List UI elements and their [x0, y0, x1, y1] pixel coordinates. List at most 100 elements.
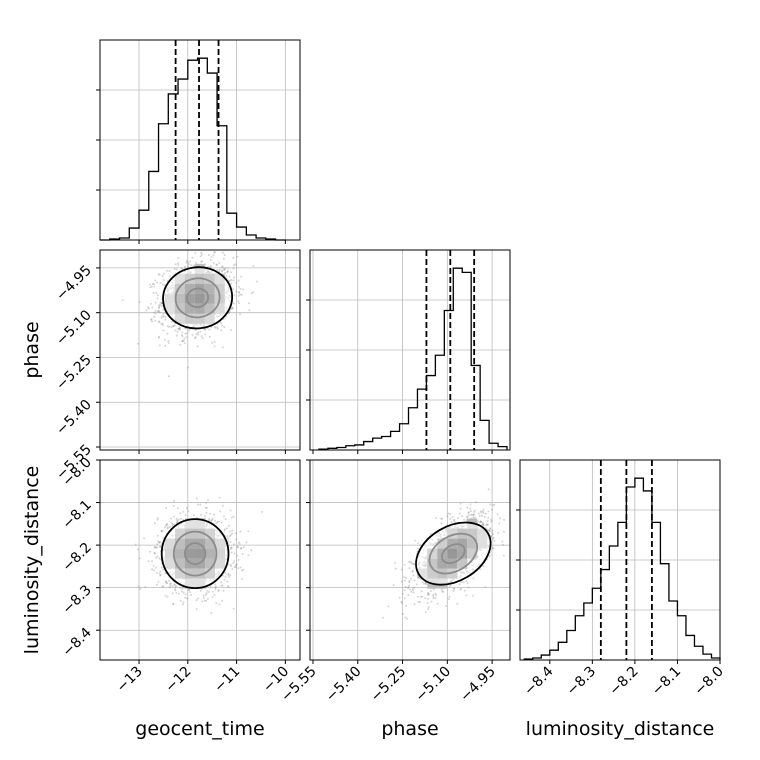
- sample-point: [491, 546, 494, 549]
- sample-point: [482, 565, 485, 568]
- sample-point: [220, 329, 223, 332]
- sample-point: [217, 590, 220, 593]
- sample-point: [492, 537, 495, 539]
- sample-point: [499, 517, 502, 520]
- sample-point: [228, 280, 231, 282]
- sample-point: [237, 291, 240, 294]
- sample-point: [465, 519, 468, 521]
- sample-point: [159, 545, 162, 548]
- sample-point: [227, 267, 230, 270]
- sample-point: [172, 505, 175, 507]
- sample-point: [473, 513, 475, 516]
- sample-point: [241, 578, 244, 580]
- sample-point: [203, 515, 206, 517]
- sample-point: [471, 513, 474, 516]
- sample-point: [248, 309, 251, 312]
- sample-point: [223, 268, 226, 271]
- x-tick-label: −5.40: [323, 664, 365, 706]
- sample-point: [459, 588, 462, 591]
- sample-point: [469, 507, 472, 510]
- sample-point: [247, 554, 250, 557]
- sample-point: [436, 602, 439, 605]
- sample-point: [155, 546, 158, 549]
- sample-point: [161, 315, 164, 318]
- sample-point: [180, 334, 183, 337]
- sample-point: [157, 336, 160, 339]
- sample-point: [159, 574, 162, 576]
- sample-point: [176, 520, 179, 523]
- sample-point: [167, 342, 170, 344]
- sample-point: [408, 560, 410, 563]
- sample-point: [215, 263, 218, 266]
- sample-point: [410, 577, 412, 580]
- sample-point: [193, 514, 195, 516]
- sample-point: [487, 529, 490, 532]
- sample-point: [223, 528, 226, 531]
- sample-point: [242, 546, 245, 549]
- sample-point: [232, 543, 235, 546]
- sample-point: [156, 555, 159, 558]
- sample-point: [196, 345, 199, 348]
- sample-point: [228, 524, 230, 527]
- sample-point: [409, 560, 412, 563]
- sample-point: [178, 327, 181, 329]
- sample-point: [221, 599, 224, 602]
- sample-point: [403, 576, 406, 578]
- sample-point: [493, 540, 496, 542]
- sample-point: [156, 518, 159, 521]
- sample-point: [159, 574, 162, 577]
- sample-point: [224, 267, 227, 270]
- sample-point: [204, 593, 207, 596]
- sample-point: [213, 594, 216, 596]
- sample-point: [420, 590, 423, 593]
- sample-point: [221, 324, 224, 327]
- sample-point: [169, 584, 172, 587]
- sample-point: [465, 594, 468, 597]
- y-axis-label-luminosity-distance: luminosity_distance: [21, 466, 43, 655]
- sample-point: [170, 517, 173, 520]
- sample-point: [166, 332, 169, 335]
- panel-frame: [99, 459, 301, 661]
- sample-point: [458, 583, 461, 586]
- sample-point: [220, 521, 223, 524]
- sample-point: [168, 579, 170, 582]
- sample-point: [434, 597, 437, 600]
- sample-point: [230, 516, 233, 519]
- sample-point: [247, 530, 250, 533]
- sample-point: [400, 568, 403, 571]
- sample-point: [158, 307, 160, 309]
- sample-point: [178, 586, 181, 589]
- sample-point: [410, 562, 413, 565]
- sample-point: [232, 515, 235, 518]
- sample-point: [184, 593, 187, 596]
- sample-point: [411, 570, 414, 573]
- sample-point: [137, 548, 139, 551]
- sample-point: [154, 312, 157, 315]
- sample-point: [179, 599, 182, 602]
- sample-point: [225, 527, 228, 530]
- sample-point: [412, 563, 415, 566]
- sample-point: [424, 597, 427, 600]
- sample-point: [403, 563, 406, 566]
- sample-point: [404, 616, 407, 619]
- sample-point: [218, 496, 221, 499]
- sample-point: [232, 607, 235, 610]
- panel-frame: [309, 459, 511, 661]
- sample-point: [158, 541, 161, 544]
- sample-point: [502, 554, 505, 557]
- y-tick-label: −8.2: [59, 540, 94, 575]
- sample-point: [475, 501, 478, 504]
- sample-point: [429, 532, 432, 535]
- x-tick-label: −13: [114, 664, 146, 696]
- sample-point: [231, 568, 234, 570]
- panel-frame: [99, 249, 301, 451]
- sample-point: [210, 519, 213, 521]
- sample-point: [474, 516, 477, 519]
- sample-point: [215, 522, 218, 525]
- sample-point: [170, 326, 173, 329]
- sample-point: [170, 320, 173, 323]
- x-tick-label: −8.1: [649, 664, 684, 699]
- sample-point: [181, 603, 184, 606]
- sample-point: [151, 568, 153, 571]
- sample-point: [188, 588, 191, 591]
